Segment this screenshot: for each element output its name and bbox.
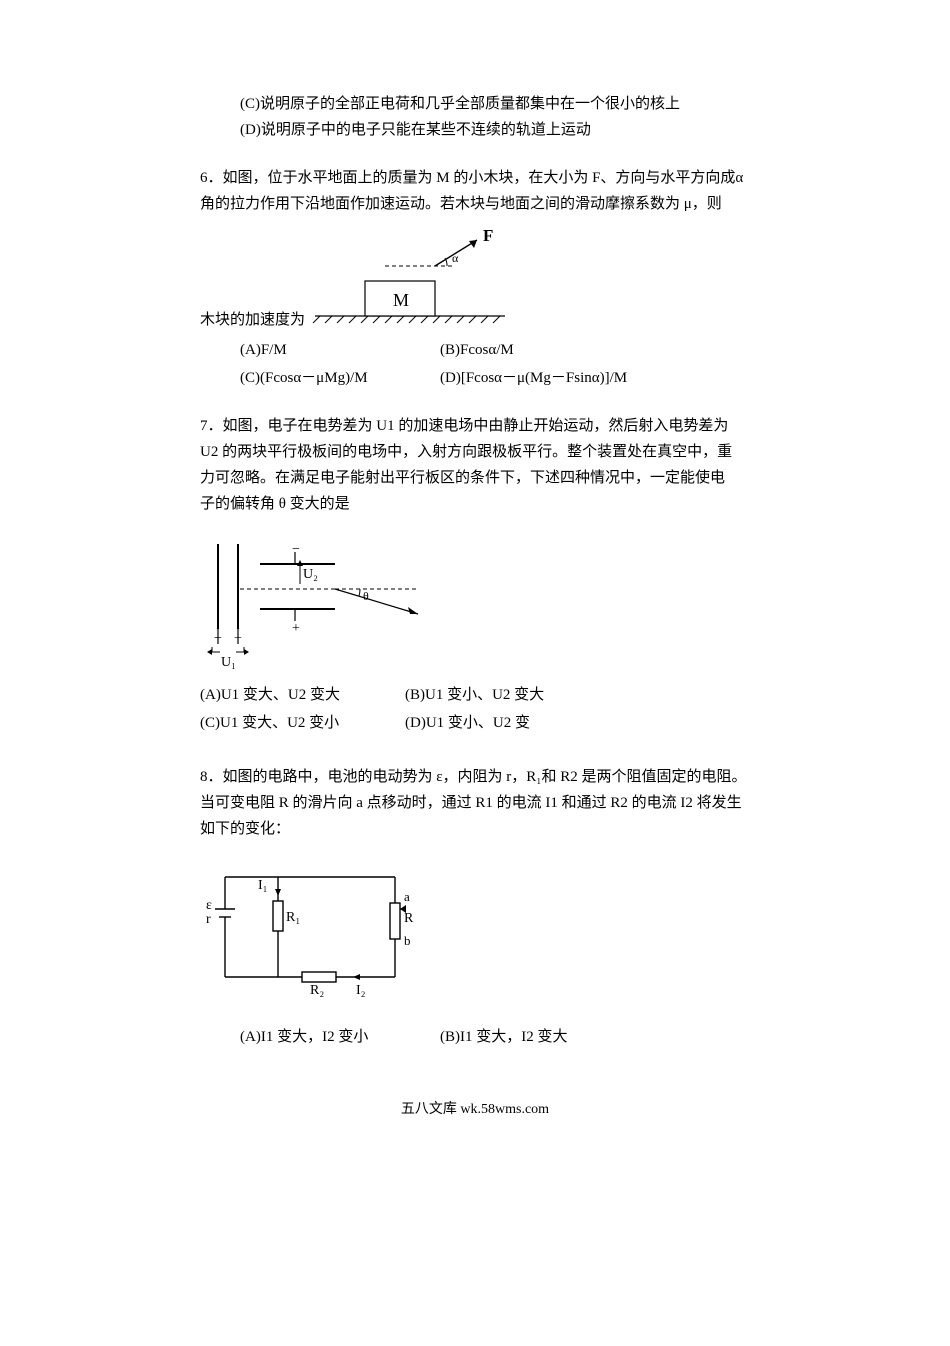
- q7-option-c: (C)U1 变大、U2 变小: [200, 711, 405, 735]
- q6-option-c: (C)(Fcosα－μMg)/M: [240, 366, 440, 390]
- q6-diagram: M F α: [305, 226, 515, 326]
- q7-u1-label: U₁: [221, 655, 236, 669]
- q7-theta-label: θ: [363, 589, 369, 603]
- q7-u2-label: U₂: [303, 567, 318, 582]
- q7-stem-2: U2 的两块平行极板间的电场中，入射方向跟极板平行。整个装置处在真空中，重: [200, 440, 750, 464]
- q7-option-d: (D)U1 变小、U2 变: [405, 711, 530, 735]
- q8-i2-label: I₂: [356, 983, 366, 998]
- q8-stem-2: 当可变电阻 R 的滑片向 a 点移动时，通过 R1 的电流 I1 和通过 R2 …: [200, 791, 750, 815]
- q6-option-d: (D)[Fcosα－μ(Mg－Fsinα)]/M: [440, 366, 627, 390]
- q8-eps-label: ε: [206, 898, 212, 913]
- q8-b-label: b: [404, 933, 411, 948]
- q8-option-a: (A)I1 变大，I2 变小: [240, 1025, 440, 1049]
- q7-option-b: (B)U1 变小、U2 变大: [405, 683, 544, 707]
- question-8: 8．如图的电路中，电池的电动势为 ε，内阻为 r，R₁和 R2 是两个阻值固定的…: [200, 765, 750, 1049]
- q8-r2-label: R₂: [310, 983, 324, 998]
- svg-text:−: −: [292, 542, 300, 557]
- svg-text:−: −: [214, 631, 222, 646]
- q8-diagram: ε r I₁ R₁ a R b R₂ I₂: [200, 859, 750, 999]
- question-6: 6．如图，位于水平地面上的质量为 M 的小木块，在大小为 F、方向与水平方向成α…: [200, 166, 750, 390]
- q8-stem-1: 8．如图的电路中，电池的电动势为 ε，内阻为 r，R₁和 R2 是两个阻值固定的…: [200, 765, 750, 789]
- q8-a-label: a: [404, 889, 410, 904]
- page-footer: 五八文库 wk.58wms.com: [200, 1099, 750, 1121]
- q7-diagram: − + U₁ − + U₂: [200, 534, 750, 669]
- q6-alpha-label: α: [452, 251, 459, 265]
- q6-f-label: F: [483, 226, 493, 245]
- svg-text:+: +: [292, 621, 300, 636]
- q8-r1-label: R₁: [286, 910, 300, 925]
- q8-option-b: (B)I1 变大，I2 变大: [440, 1025, 568, 1049]
- q6-stem-1: 6．如图，位于水平地面上的质量为 M 的小木块，在大小为 F、方向与水平方向成α: [200, 166, 750, 190]
- q6-stem-2: 角的拉力作用下沿地面作加速运动。若木块与地面之间的滑动摩擦系数为 μ，则: [200, 192, 750, 216]
- q7-stem-1: 7．如图，电子在电势差为 U1 的加速电场中由静止开始运动，然后射入电势差为: [200, 414, 750, 438]
- q5-option-d: (D)说明原子中的电子只能在某些不连续的轨道上运动: [240, 118, 750, 142]
- question-7: 7．如图，电子在电势差为 U1 的加速电场中由静止开始运动，然后射入电势差为 U…: [200, 414, 750, 735]
- q5-option-c: (C)说明原子的全部正电荷和几乎全部质量都集中在一个很小的核上: [240, 92, 750, 116]
- q6-stem-3: 木块的加速度为: [200, 308, 305, 332]
- q6-option-a: (A)F/M: [240, 338, 440, 362]
- q8-rheo-label: R: [404, 911, 414, 926]
- q6-m-label: M: [393, 290, 409, 310]
- q8-i1-label: I₁: [258, 878, 268, 893]
- svg-text:+: +: [234, 631, 242, 646]
- q8-r-label: r: [206, 912, 211, 927]
- q8-stem-3: 如下的变化：: [200, 817, 750, 841]
- q7-option-a: (A)U1 变大、U2 变大: [200, 683, 405, 707]
- q7-stem-4: 子的偏转角 θ 变大的是: [200, 492, 750, 516]
- q7-stem-3: 力可忽略。在满足电子能射出平行板区的条件下，下述四种情况中，一定能使电: [200, 466, 750, 490]
- page: (C)说明原子的全部正电荷和几乎全部质量都集中在一个很小的核上 (D)说明原子中…: [0, 0, 950, 1161]
- q6-option-b: (B)Fcosα/M: [440, 338, 514, 362]
